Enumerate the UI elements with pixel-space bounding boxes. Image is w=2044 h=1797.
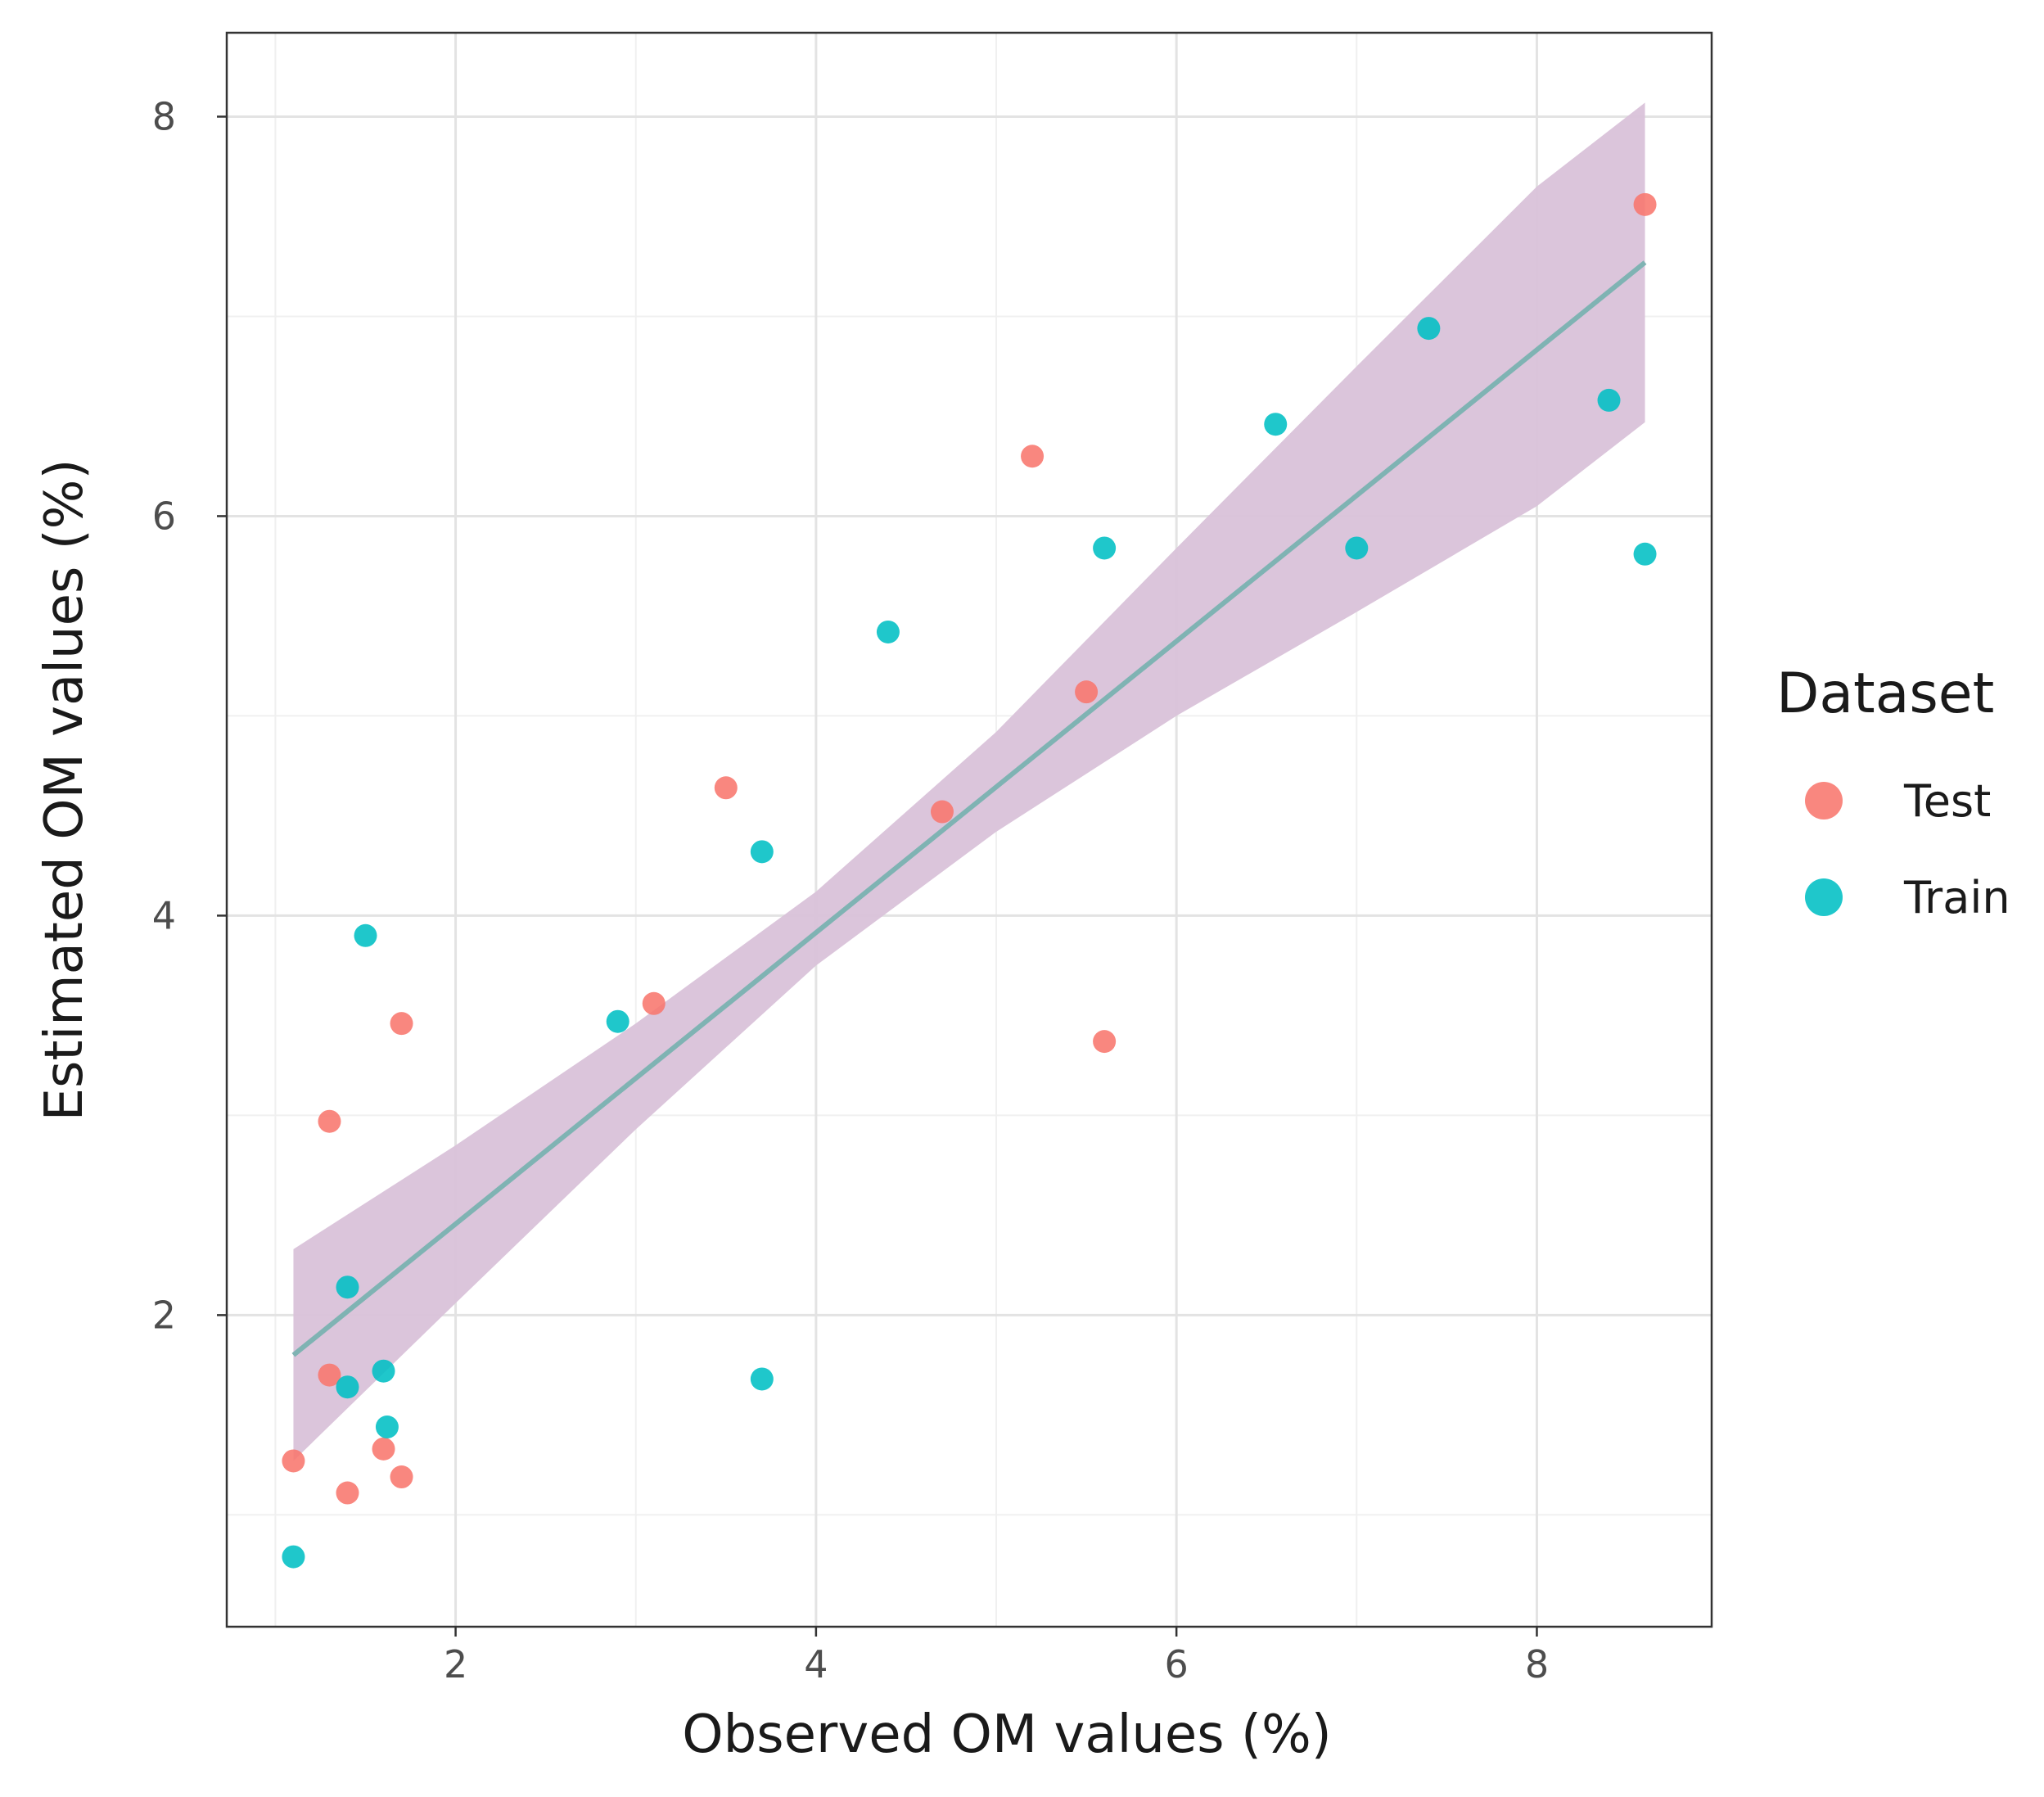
point-train <box>354 923 377 947</box>
legend: Dataset Test Train <box>1776 661 2010 923</box>
point-train <box>606 1009 629 1033</box>
point-train <box>750 840 774 864</box>
confidence-band <box>293 102 1645 1461</box>
x-axis-title: Observed OM values (%) <box>682 1704 1331 1765</box>
point-test <box>318 1363 341 1387</box>
legend-label-test: Test <box>1903 775 1991 827</box>
point-test <box>390 1465 413 1489</box>
point-train <box>336 1375 359 1399</box>
legend-key-test <box>1805 782 1843 819</box>
point-train <box>372 1359 395 1383</box>
legend-entries: Test Train <box>1805 775 2010 923</box>
y-axis: 2 4 6 8 <box>152 94 227 1337</box>
point-train <box>1264 413 1288 436</box>
regression-line-layer <box>291 260 1647 1357</box>
point-test <box>336 1481 359 1505</box>
point-train <box>1633 542 1657 566</box>
point-train <box>1345 536 1369 560</box>
point-test <box>1093 1030 1117 1054</box>
y-tick-label: 6 <box>152 494 176 538</box>
points-layer <box>282 192 1657 1569</box>
x-tick-label: 4 <box>804 1642 828 1686</box>
point-train <box>282 1545 305 1569</box>
point-train <box>336 1276 359 1299</box>
point-test <box>318 1109 341 1133</box>
y-tick-label: 2 <box>152 1293 176 1337</box>
point-test <box>282 1449 305 1473</box>
point-train <box>1597 388 1621 412</box>
point-test <box>1633 192 1657 216</box>
y-tick-label: 8 <box>152 94 176 138</box>
y-axis-title: Estimated OM values (%) <box>34 459 95 1122</box>
major-gridlines <box>227 33 1712 1627</box>
point-test <box>372 1437 395 1461</box>
y-tick-label: 4 <box>152 893 176 937</box>
point-train <box>1417 317 1441 341</box>
point-test <box>1021 445 1045 468</box>
point-train <box>375 1415 399 1439</box>
legend-title: Dataset <box>1776 661 1994 726</box>
regression-line <box>291 260 1647 1357</box>
point-train <box>750 1367 774 1391</box>
legend-key-train <box>1805 878 1843 916</box>
point-train <box>1093 536 1117 560</box>
point-test <box>642 991 666 1015</box>
plot-panel-border <box>225 31 1713 1628</box>
legend-label-train: Train <box>1903 872 2010 923</box>
x-axis: 2 4 6 8 <box>444 1627 1549 1686</box>
confidence-band-layer <box>293 102 1645 1461</box>
point-test <box>714 776 738 800</box>
x-tick-label: 6 <box>1165 1642 1189 1686</box>
point-test <box>390 1012 413 1036</box>
x-tick-label: 2 <box>444 1642 467 1686</box>
point-test <box>930 800 954 824</box>
point-test <box>1075 680 1099 704</box>
x-tick-label: 8 <box>1525 1642 1549 1686</box>
point-train <box>876 620 900 643</box>
